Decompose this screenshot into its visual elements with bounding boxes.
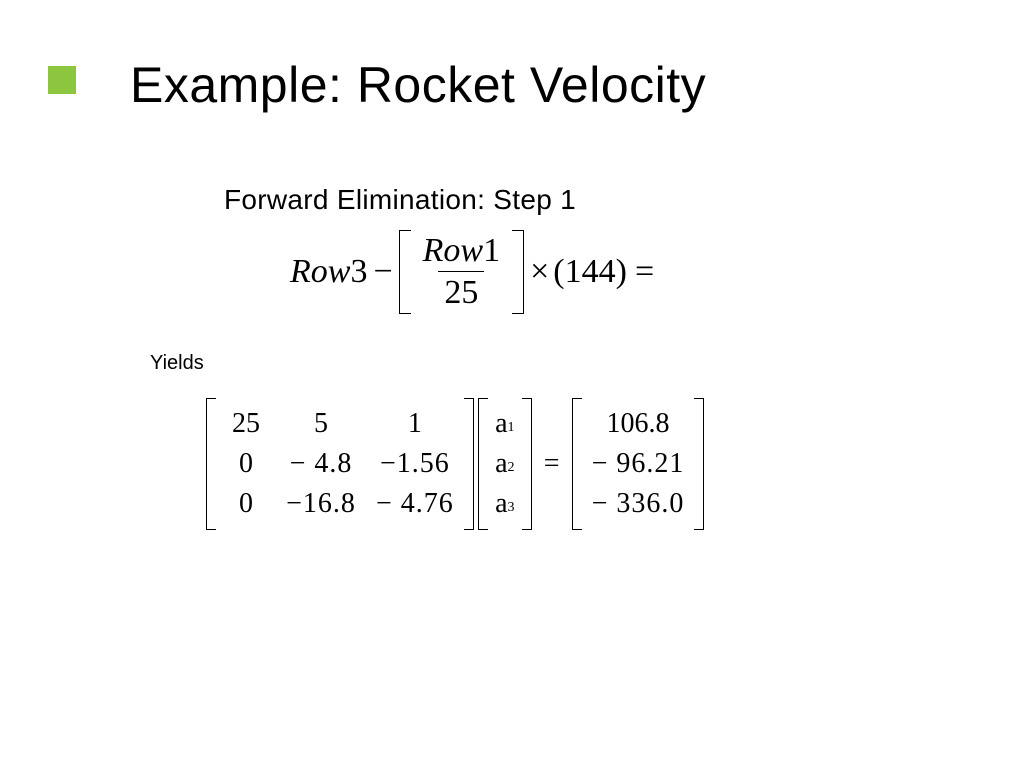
matrix-A-col1: 25 0 0 [216, 398, 276, 530]
fraction-numerator: Row1 [417, 230, 506, 271]
vector-x-rbracket [522, 398, 532, 530]
bullet-icon [48, 66, 76, 94]
var-a: a [495, 448, 507, 480]
matrix-cell: 0 [216, 444, 276, 484]
matrix-equation: 25 0 0 5 − 4.8 −16.8 1 −1.56 − 4.76 a1 a… [206, 398, 704, 530]
vector-cell: a1 [488, 404, 522, 444]
matrix-A-lbracket [206, 398, 216, 530]
row-index-3: 3 [350, 253, 367, 291]
matrix-cell: 25 [216, 404, 276, 444]
vector-cell: a3 [488, 484, 522, 524]
rbracket-icon [512, 230, 524, 314]
lbracket-icon [399, 230, 411, 314]
page-title: Example: Rocket Velocity [130, 56, 706, 114]
vector-b-lbracket [572, 398, 582, 530]
var-sub: 2 [508, 460, 515, 476]
var-sub: 1 [508, 420, 515, 436]
matrix-cell: −16.8 [276, 484, 366, 524]
minus-sign: − [367, 253, 398, 291]
paren-close: ) [616, 253, 627, 291]
equals-sign-formula: = [627, 253, 654, 291]
times-sign: × [524, 253, 553, 291]
formula-row: Row 3 − Row1 25 × ( 144 ) = [290, 230, 654, 314]
vector-cell: 106.8 [582, 404, 695, 444]
vector-cell: a2 [488, 444, 522, 484]
elimination-formula: Row 3 − Row1 25 × ( 144 ) = [290, 230, 654, 314]
yields-label: Yields [150, 352, 204, 375]
row-label-left: Row [290, 253, 350, 291]
fraction-denominator: 25 [438, 271, 484, 313]
vector-x-col: a1 a2 a3 [488, 398, 522, 530]
matrix-A-col3: 1 −1.56 − 4.76 [366, 398, 464, 530]
vector-b: 106.8 − 96.21 − 336.0 [572, 398, 705, 530]
paren-open: ( [553, 253, 564, 291]
matrix-cell: 1 [366, 404, 464, 444]
matrix-cell: − 4.8 [276, 444, 366, 484]
var-a: a [495, 408, 507, 440]
matrix-A-col2: 5 − 4.8 −16.8 [276, 398, 366, 530]
vector-cell: − 96.21 [582, 444, 695, 484]
vector-x-lbracket [478, 398, 488, 530]
matrix-cell: 5 [276, 404, 366, 444]
row-label-num: Row [423, 232, 483, 269]
vector-x: a1 a2 a3 [478, 398, 532, 530]
matrix-cell: − 4.76 [366, 484, 464, 524]
row-index-1: 1 [483, 232, 500, 269]
var-sub: 3 [508, 500, 515, 516]
matrix-cell: −1.56 [366, 444, 464, 484]
equals-sign-matrix: = [532, 448, 572, 480]
vector-cell: − 336.0 [582, 484, 695, 524]
var-a: a [495, 488, 507, 520]
matrix-A-rbracket [464, 398, 474, 530]
vector-b-col: 106.8 − 96.21 − 336.0 [582, 398, 695, 530]
multiplier-value: 144 [565, 253, 616, 291]
vector-b-rbracket [694, 398, 704, 530]
fraction: Row1 25 [417, 230, 506, 314]
matrix-cell: 0 [216, 484, 276, 524]
matrix-A: 25 0 0 5 − 4.8 −16.8 1 −1.56 − 4.76 [206, 398, 474, 530]
step-subtitle: Forward Elimination: Step 1 [224, 184, 576, 216]
